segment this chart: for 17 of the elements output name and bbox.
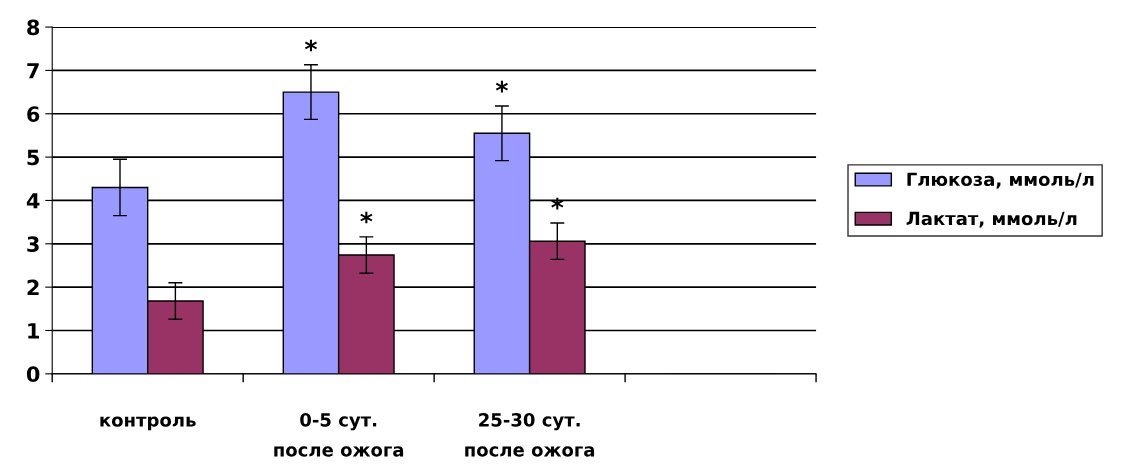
x-tick-label: контроль — [100, 416, 196, 431]
legend-label: Глюкоза, ммоль/л — [907, 172, 1094, 189]
y-tick-label: 6 — [27, 106, 40, 122]
x-tick-label: 0-5 сут. после ожога — [274, 413, 404, 457]
y-tick-label: 4 — [26, 193, 40, 209]
y-tick-label: 8 — [27, 19, 40, 36]
x-tick-label: 25-30 сут. после ожога — [465, 413, 595, 457]
legend-label: Лактат, ммоль/л — [906, 211, 1077, 228]
annotation: * — [304, 39, 317, 52]
annotation: * — [495, 80, 508, 93]
y-tick-label: 0 — [26, 366, 40, 383]
y-tick-label: 1 — [28, 323, 39, 339]
annotation: * — [360, 211, 373, 224]
y-tick-label: 3 — [27, 236, 39, 253]
y-tick-label: 5 — [27, 149, 39, 166]
y-tick-label: 2 — [27, 279, 39, 296]
y-tick-label: 7 — [27, 63, 39, 79]
